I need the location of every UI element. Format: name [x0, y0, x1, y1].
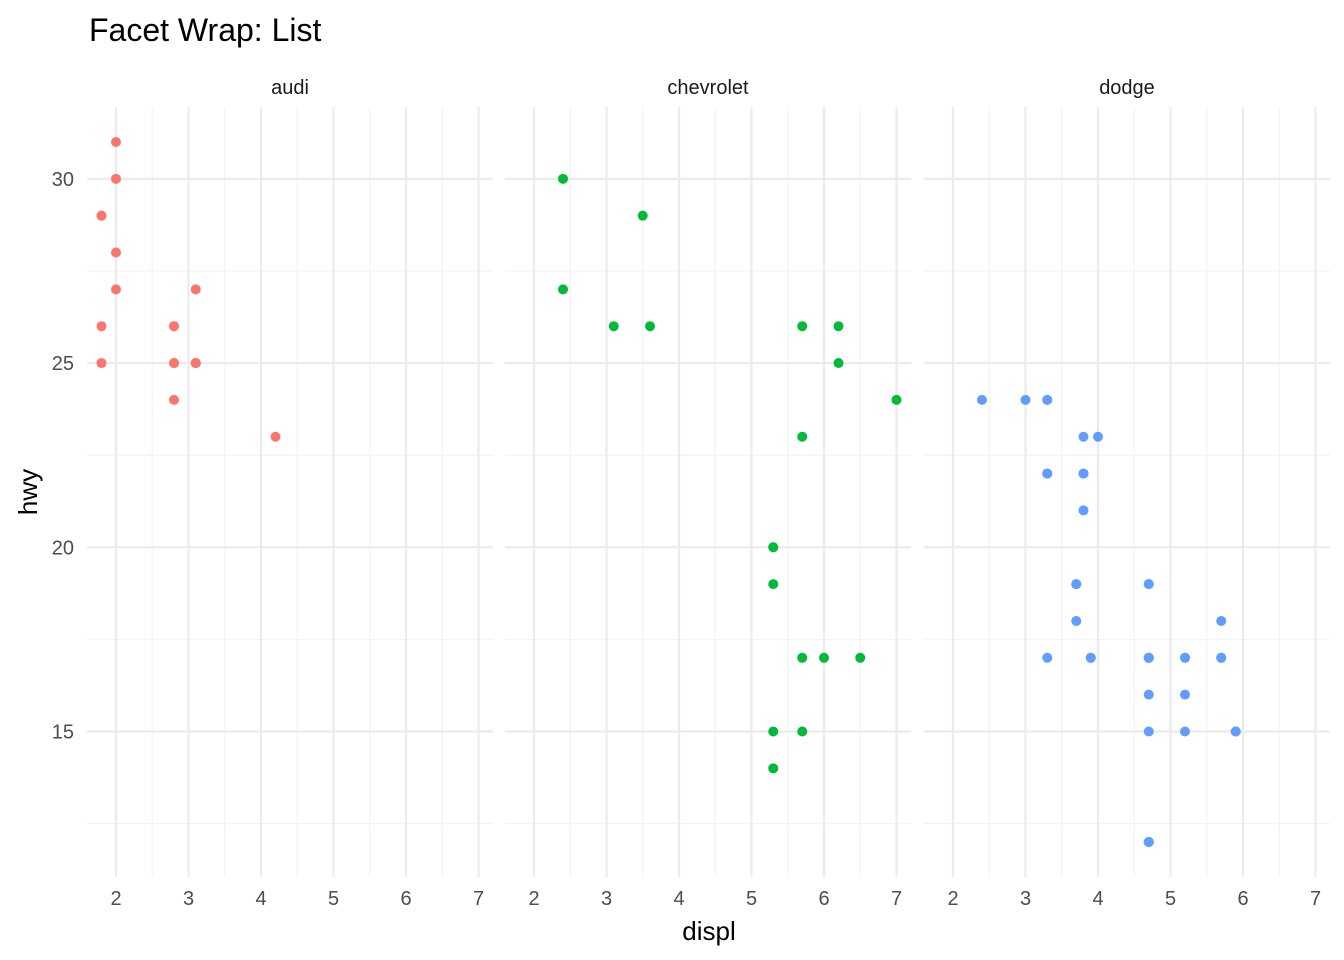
y-axis-title: hwy	[13, 469, 43, 515]
data-point	[797, 726, 808, 737]
x-tick-label: 4	[255, 888, 266, 910]
y-tick-label: 30	[52, 169, 74, 191]
data-point	[797, 431, 808, 442]
data-point	[1143, 579, 1154, 590]
x-tick-label: 6	[400, 888, 411, 910]
data-point	[1042, 468, 1053, 479]
facet-panel-audi: audi 2 3 4 5 6 7	[87, 77, 493, 910]
facet-panel-dodge: dodge 2 3 4 5 6 7	[924, 77, 1330, 910]
data-point	[558, 284, 568, 295]
y-tick-label: 20	[52, 537, 74, 559]
x-tick-label: 6	[1237, 888, 1248, 910]
x-tick-label: 5	[328, 888, 339, 910]
data-point	[855, 652, 866, 663]
data-point	[1078, 505, 1089, 516]
data-point	[645, 321, 655, 332]
x-tick-label: 4	[1092, 888, 1103, 910]
data-point	[797, 652, 808, 663]
x-tick-label: 3	[1020, 888, 1031, 910]
data-point	[1216, 615, 1227, 626]
data-point	[768, 542, 779, 553]
data-point	[977, 394, 987, 405]
data-point	[833, 321, 844, 332]
data-point	[1216, 652, 1227, 663]
data-point	[1230, 726, 1241, 737]
facet-strip-label: audi	[271, 77, 309, 99]
x-tick-label: 3	[601, 888, 612, 910]
data-point	[1143, 726, 1154, 737]
x-tick-label: 5	[1165, 888, 1176, 910]
data-point	[768, 763, 779, 774]
facet-strip-label: dodge	[1099, 77, 1155, 99]
x-tick-label: 7	[891, 888, 902, 910]
data-point	[190, 358, 201, 369]
data-point	[96, 358, 107, 369]
data-point	[111, 247, 121, 258]
data-point	[1093, 431, 1103, 442]
data-point	[833, 358, 844, 369]
data-point	[1143, 689, 1154, 700]
data-point	[169, 394, 179, 405]
data-point	[1180, 652, 1190, 663]
data-point	[1042, 652, 1053, 663]
y-axis: 15 20 25 30	[52, 169, 74, 744]
data-point	[558, 173, 568, 184]
x-tick-label: 7	[473, 888, 484, 910]
y-tick-label: 25	[52, 353, 74, 375]
y-tick-label: 15	[52, 721, 74, 743]
x-tick-label: 2	[110, 888, 121, 910]
data-point	[169, 358, 179, 369]
data-point	[111, 137, 121, 147]
data-point	[96, 210, 107, 221]
x-tick-label: 7	[1310, 888, 1321, 910]
data-point	[96, 321, 107, 332]
data-point	[1078, 468, 1089, 479]
data-point	[1180, 726, 1190, 737]
x-axis-title: displ	[682, 916, 735, 946]
data-point	[797, 321, 808, 332]
facet-strip-label: chevrolet	[667, 77, 749, 99]
data-point	[768, 726, 779, 737]
data-point	[111, 173, 121, 184]
facet-panels: audi 2 3 4 5 6 7 chevrolet 2 3 4 5 6 7 dodge 2 3 4 5 6 7	[87, 77, 1330, 910]
x-tick-label: 5	[746, 888, 757, 910]
data-point	[1020, 394, 1031, 405]
x-tick-label: 3	[183, 888, 194, 910]
data-point	[637, 210, 648, 221]
data-point	[111, 284, 121, 295]
data-point	[891, 394, 902, 405]
data-point	[1071, 615, 1082, 626]
data-point	[1180, 689, 1190, 700]
data-point	[608, 321, 619, 332]
x-tick-label: 2	[528, 888, 539, 910]
facet-panel-chevrolet: chevrolet 2 3 4 5 6 7	[505, 77, 911, 910]
data-point	[819, 652, 829, 663]
data-point	[1143, 652, 1154, 663]
data-point	[1085, 652, 1096, 663]
chart-title: Facet Wrap: List	[89, 12, 321, 48]
data-point	[1071, 579, 1082, 590]
data-point	[270, 431, 281, 442]
data-point	[190, 284, 201, 295]
data-point	[169, 321, 179, 332]
x-tick-label: 6	[818, 888, 829, 910]
data-point	[768, 579, 779, 590]
data-point	[1078, 431, 1089, 442]
x-tick-label: 4	[673, 888, 684, 910]
data-point	[1042, 394, 1053, 405]
data-point	[1143, 837, 1154, 847]
x-tick-label: 2	[947, 888, 958, 910]
